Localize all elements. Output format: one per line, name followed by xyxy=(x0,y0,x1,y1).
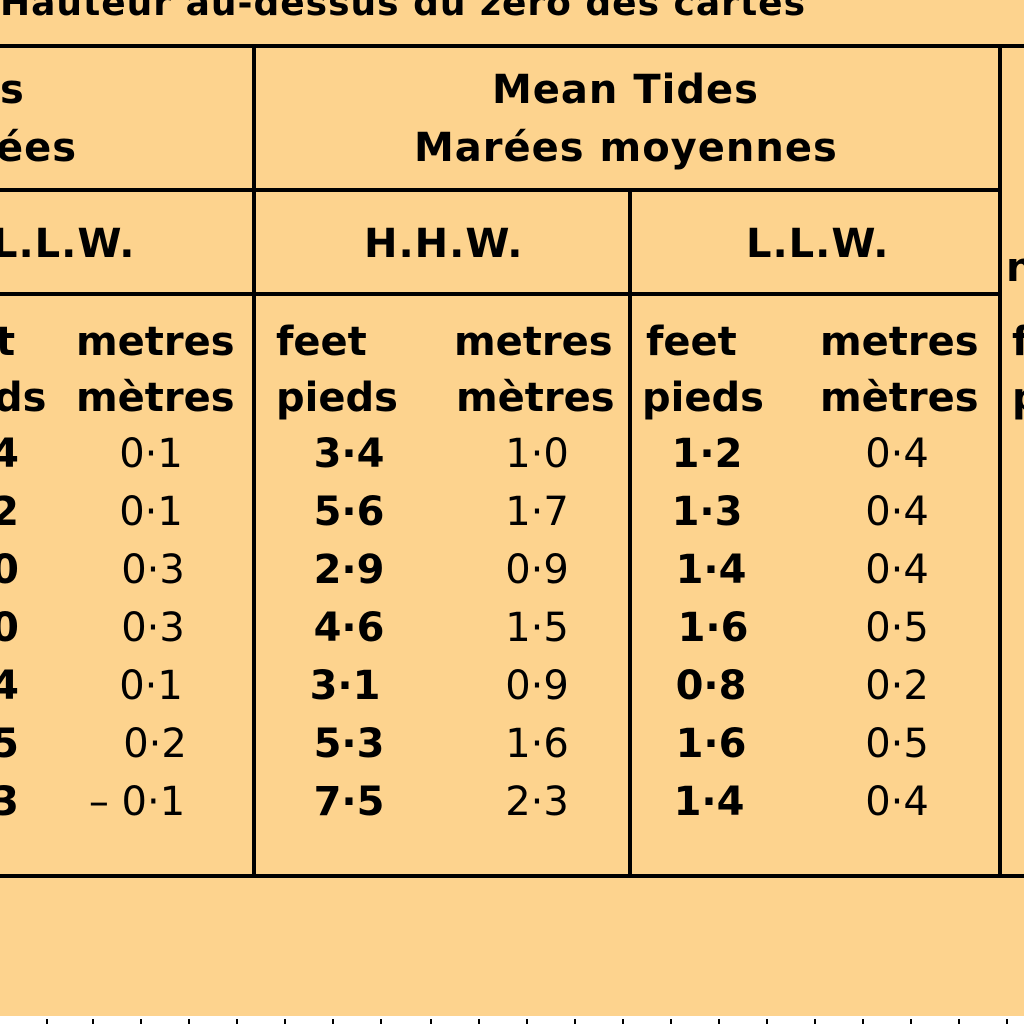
table-cell: 0·9 xyxy=(505,663,569,709)
left-metres-unit-2: mètres xyxy=(76,375,235,421)
table-cell: 0·4 xyxy=(865,431,929,477)
table-cell: 5·6 xyxy=(313,489,385,535)
column-divider-right xyxy=(998,46,1002,876)
table-cell: 3·1 xyxy=(309,663,381,709)
tick-mark xyxy=(910,1019,912,1024)
tick-mark xyxy=(332,1019,334,1024)
table-cell: 0·1 xyxy=(119,663,183,709)
tick-mark xyxy=(380,1019,382,1024)
page-bottom-edge xyxy=(0,1016,1024,1024)
table-bottom-line xyxy=(0,874,1024,878)
tick-mark xyxy=(46,1019,48,1024)
table-cell: 1·2 xyxy=(671,431,743,477)
tick-mark xyxy=(958,1019,960,1024)
header-divider xyxy=(0,188,1000,192)
right-unit-fragment-2: p xyxy=(1012,378,1024,418)
tick-mark xyxy=(766,1019,768,1024)
table-cell: 4·6 xyxy=(313,605,385,651)
table-cell: 0·4 xyxy=(865,779,929,825)
table-cell: 1·4 xyxy=(675,547,747,593)
llw-metres-unit-1: metres xyxy=(820,319,979,365)
left-feet-unit-1: t xyxy=(0,319,16,365)
table-cell: 4 xyxy=(0,431,19,477)
table-cell: 1·7 xyxy=(505,489,569,535)
llw-feet-unit-2: pieds xyxy=(642,375,764,421)
table-cell: 3 xyxy=(0,779,19,825)
tick-mark xyxy=(862,1019,864,1024)
right-unit-fragment-1: f xyxy=(1012,319,1024,365)
table-cell: 0·2 xyxy=(865,663,929,709)
left-feet-unit-2: ds xyxy=(0,375,47,421)
mean-tides-title-fr: Marées moyennes xyxy=(414,125,838,171)
subheader-divider xyxy=(0,292,1000,296)
table-cell: 0·8 xyxy=(675,663,747,709)
caption-underline xyxy=(0,44,1024,48)
left-metres-unit-1: metres xyxy=(76,319,235,365)
table-cell: 0·1 xyxy=(119,489,183,535)
hhw-metres-unit-2: mètres xyxy=(456,375,615,421)
tick-mark xyxy=(478,1019,480,1024)
tick-mark xyxy=(430,1019,432,1024)
hhw-feet-unit-2: pieds xyxy=(276,375,398,421)
hhw-header: H.H.W. xyxy=(364,221,524,267)
llw-header: L.L.W. xyxy=(746,221,890,267)
table-cell: 0·2 xyxy=(123,721,187,767)
tick-mark xyxy=(526,1019,528,1024)
table-cell: 0 xyxy=(0,605,19,651)
tick-mark xyxy=(236,1019,238,1024)
table-cell: 1·4 xyxy=(673,779,745,825)
table-cell: 0·1 xyxy=(119,431,183,477)
table-cell: 4 xyxy=(0,663,19,709)
table-cell: 2·9 xyxy=(313,547,385,593)
tick-mark xyxy=(622,1019,624,1024)
table-cell: 2 xyxy=(0,489,19,535)
table-cell: 1·5 xyxy=(505,605,569,651)
right-header-fragment: n xyxy=(1006,245,1024,291)
table-cell: 0·5 xyxy=(865,605,929,651)
table-cell: 2·3 xyxy=(505,779,569,825)
table-cell: 0·5 xyxy=(865,721,929,767)
tick-mark xyxy=(92,1019,94,1024)
tick-mark xyxy=(284,1019,286,1024)
table-cell: 7·5 xyxy=(313,779,385,825)
table-cell: 5 xyxy=(0,721,19,767)
tick-mark xyxy=(188,1019,190,1024)
table-cell: – 0·1 xyxy=(88,779,186,825)
table-cell: 1·0 xyxy=(505,431,569,477)
table-cell: 1·6 xyxy=(675,721,747,767)
table-cell: 1·6 xyxy=(505,721,569,767)
left-group-title-line1: s xyxy=(0,67,25,113)
table-cell: 0·3 xyxy=(121,605,185,651)
left-llw-header: L.L.W. xyxy=(0,221,136,267)
left-group-title-line2: ées xyxy=(0,125,78,171)
tick-mark xyxy=(814,1019,816,1024)
tick-mark xyxy=(140,1019,142,1024)
table-cell: 0·3 xyxy=(121,547,185,593)
table-caption: Hauteur au-dessus du zéro des cartes xyxy=(0,0,806,24)
table-cell: 0·4 xyxy=(865,489,929,535)
table-cell: 3·4 xyxy=(313,431,385,477)
table-cell: 1·3 xyxy=(671,489,743,535)
table-cell: 0·9 xyxy=(505,547,569,593)
hhw-feet-unit-1: feet xyxy=(276,319,367,365)
tick-mark xyxy=(718,1019,720,1024)
column-divider-left xyxy=(252,46,256,876)
tick-mark xyxy=(670,1019,672,1024)
table-cell: 5·3 xyxy=(313,721,385,767)
llw-feet-unit-1: feet xyxy=(646,319,737,365)
hhw-metres-unit-1: metres xyxy=(454,319,613,365)
column-divider-middle xyxy=(628,190,632,876)
table-cell: 0 xyxy=(0,547,19,593)
mean-tides-title: Mean Tides xyxy=(492,67,759,113)
llw-metres-unit-2: mètres xyxy=(820,375,979,421)
tick-mark xyxy=(1006,1019,1008,1024)
tick-mark xyxy=(574,1019,576,1024)
table-cell: 1·6 xyxy=(677,605,749,651)
table-cell: 0·4 xyxy=(865,547,929,593)
